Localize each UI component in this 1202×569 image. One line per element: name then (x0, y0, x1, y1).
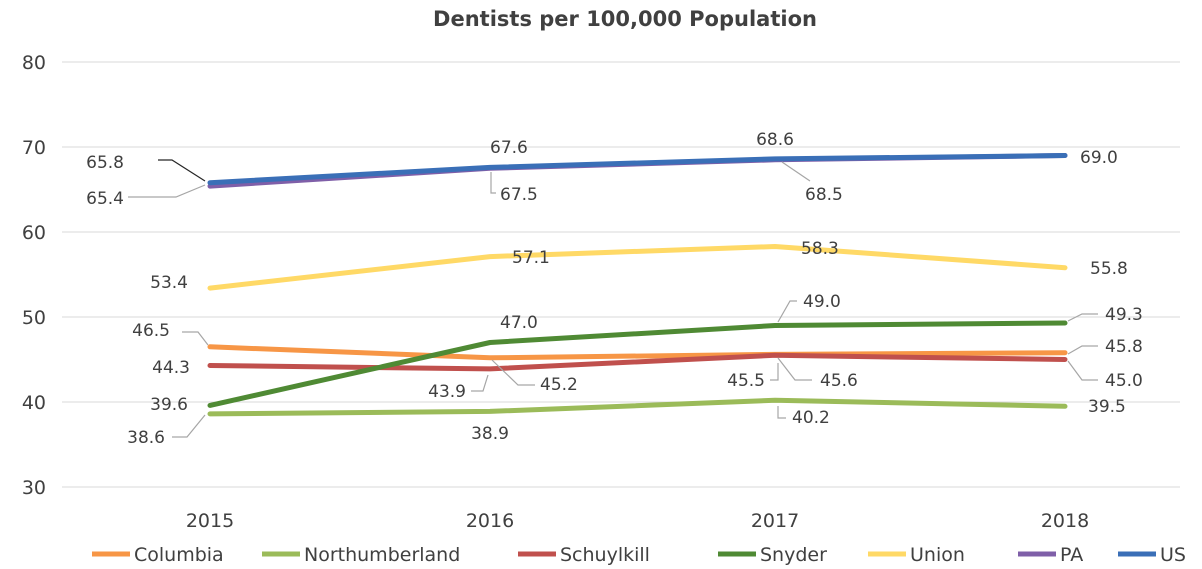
series-line-schuylkill (207, 352, 1068, 372)
x-tick-label: 2016 (466, 510, 514, 532)
chart-title: Dentists per 100,000 Population (433, 7, 817, 31)
series-line-us (207, 153, 1068, 186)
data-label-snyder: 49.0 (803, 292, 841, 312)
legend-label: Columbia (134, 544, 224, 566)
legend-item-northumberland: Northumberland (262, 544, 460, 566)
label-leader-line (770, 363, 779, 381)
y-tick-label: 40 (22, 392, 46, 414)
legend-label: Schuylkill (560, 544, 650, 566)
data-label-northumberland: 38.9 (471, 424, 509, 444)
data-label-northumberland: 40.2 (792, 408, 830, 428)
legend-label: Northumberland (304, 544, 460, 566)
label-leader-line (777, 406, 786, 419)
data-label-snyder: 39.6 (150, 395, 188, 415)
label-leader-line (490, 172, 496, 194)
legend-item-union: Union (868, 544, 965, 566)
data-label-union: 57.1 (512, 248, 550, 268)
legend-item-columbia: Columbia (92, 544, 224, 566)
data-label-schuylkill: 43.9 (428, 382, 466, 402)
series-line-northumberland (207, 397, 1068, 417)
label-leader-line (781, 161, 811, 182)
legend-item-pa: PA (1018, 544, 1083, 566)
y-tick-label: 60 (22, 222, 46, 244)
label-leader-line (172, 414, 206, 438)
legend-label: US (1160, 544, 1186, 566)
label-leader-line (1067, 345, 1098, 355)
series-line-union (207, 244, 1068, 291)
data-label-columbia: 46.5 (132, 321, 170, 341)
data-label-us: 65.8 (86, 153, 124, 173)
label-leader-line (777, 357, 812, 381)
data-label-schuylkill: 45.0 (1105, 371, 1143, 391)
series-line-pa (207, 153, 1068, 189)
data-label-pa: 65.4 (86, 189, 124, 209)
series-lines (207, 153, 1068, 417)
data-label-us: 67.6 (490, 138, 528, 158)
data-label-union: 55.8 (1090, 259, 1128, 279)
label-leader-line (158, 159, 206, 182)
data-label-us: 69.0 (1080, 148, 1118, 168)
legend-label: Snyder (760, 544, 827, 566)
label-leader-line (491, 359, 535, 386)
label-leader-line (1067, 313, 1098, 322)
x-tick-label: 2017 (751, 510, 799, 532)
label-leader-line (1067, 360, 1098, 381)
x-tick-label: 2015 (186, 510, 234, 532)
y-tick-label: 80 (22, 52, 46, 74)
data-label-schuylkill: 45.5 (727, 371, 765, 391)
data-labels: 46.5 45.2 45.6 45.8 38.6 38.9 40.2 39.5 44.3 43.9… (86, 130, 1143, 448)
legend-item-schuylkill: Schuylkill (518, 544, 650, 566)
data-label-union: 58.3 (801, 239, 839, 259)
series-line-columbia (207, 344, 1068, 361)
data-label-northumberland: 39.5 (1088, 397, 1126, 417)
label-leader-line (471, 374, 489, 392)
y-tick-label: 70 (22, 137, 46, 159)
label-leader-line (777, 300, 797, 323)
x-axis-ticks: 2015 2016 2017 2018 (186, 510, 1089, 532)
data-label-columbia: 45.2 (540, 375, 578, 395)
data-label-snyder: 49.3 (1105, 305, 1143, 325)
data-label-us: 68.6 (756, 130, 794, 150)
y-axis-ticks: 30 40 50 60 70 80 (22, 52, 46, 499)
data-label-schuylkill: 44.3 (152, 358, 190, 378)
legend-label: Union (910, 544, 965, 566)
legend: Columbia Northumberland Schuylkill Snyder Un… (92, 544, 1186, 566)
data-label-snyder: 47.0 (500, 313, 538, 333)
legend-label: PA (1060, 544, 1083, 566)
y-tick-label: 30 (22, 477, 46, 499)
legend-item-snyder: Snyder (718, 544, 827, 566)
x-tick-label: 2018 (1041, 510, 1089, 532)
label-leader-line (128, 184, 206, 198)
data-label-pa: 67.5 (500, 185, 538, 205)
data-label-columbia: 45.8 (1105, 337, 1143, 357)
y-tick-label: 50 (22, 307, 46, 329)
data-label-union: 53.4 (150, 273, 188, 293)
gridlines (62, 61, 1180, 488)
series-line-snyder (207, 320, 1068, 408)
data-label-pa: 68.5 (805, 185, 843, 205)
legend-item-us: US (1118, 544, 1186, 566)
data-label-northumberland: 38.6 (127, 428, 165, 448)
label-leader-line (182, 331, 209, 346)
data-label-columbia: 45.6 (820, 371, 858, 391)
